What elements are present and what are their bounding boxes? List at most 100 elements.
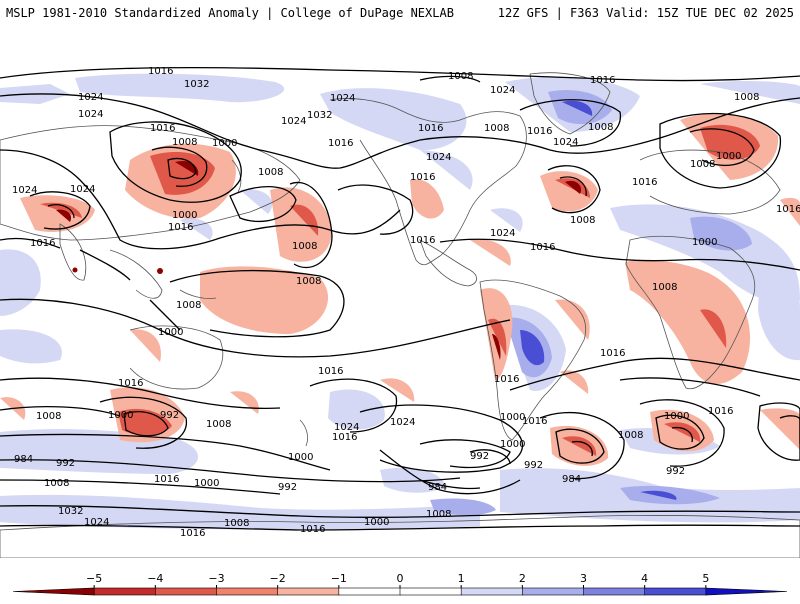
isobar-label: 1008 [734,92,759,103]
isobar-label: 1000 [108,410,133,421]
isobar-label: 1024 [12,185,37,196]
isobar-label: 1016 [154,474,179,485]
colorbar-tick-label: −5 [86,572,102,585]
colorbar-segment [12,587,95,596]
isobar-label: 1016 [530,242,555,253]
isobar-label: 1024 [490,85,515,96]
isobar-label: 1016 [150,123,175,134]
colorbar-tick-label: −1 [331,572,347,585]
isobar-label: 1008 [484,123,509,134]
isobar-label: 1000 [664,411,689,422]
isobar-label: 1000 [212,138,237,149]
colorbar-segment [399,587,462,596]
isobar-label: 1016 [418,123,443,134]
isobar-label: 1024 [490,228,515,239]
isobar-label: 1032 [184,79,209,90]
isobar-label: 1016 [494,374,519,385]
colorbar-tick-label: 0 [397,572,404,585]
colorbar-tick-label: −4 [147,572,163,585]
isobar-label: 1008 [172,137,197,148]
colorbar-tick-label: 5 [702,572,709,585]
colorbar-segment [644,587,707,596]
isobar-label: 1024 [330,93,355,104]
isobar-label: 1008 [652,282,677,293]
colorbar-segment [705,587,788,596]
isobar-label: 1008 [588,122,613,133]
isobar-label: 1024 [84,517,109,528]
isobar-label: 1000 [716,151,741,162]
isobar-label: 1016 [148,66,173,77]
isobar-label: 984 [562,474,581,485]
isobar-label: 1008 [426,509,451,520]
isobar-label: 992 [666,466,685,477]
isobar-label: 1016 [180,528,205,539]
isobar-label: 1024 [426,152,451,163]
isobar-label: 984 [428,482,447,493]
isobar-label: 1032 [307,110,332,121]
isobar-label: 1008 [176,300,201,311]
isobar-label: 1008 [44,478,69,489]
isobar-label: 1016 [30,238,55,249]
colorbar-tick-label: 2 [519,572,526,585]
isobar-label: 1024 [78,109,103,120]
isobar-label: 1024 [78,92,103,103]
isobar-label: 1016 [300,524,325,535]
isobar-label: 1000 [288,452,313,463]
isobar-label: 1024 [70,184,95,195]
isobar-label: 1008 [206,419,231,430]
isobar-label: 1008 [36,411,61,422]
contour-labels: 1016 1032 1024 1024 1016 1008 1000 1024 … [12,66,800,539]
isobar-label: 1008 [296,276,321,287]
colorbar-segment [460,587,524,596]
isobar-label: 1016 [590,75,615,86]
positive-anomaly-shading [0,73,800,530]
isobar-label: 1016 [632,177,657,188]
isobar-label: 1000 [500,412,525,423]
isobar-label: 1024 [553,137,578,148]
isobar-label: 1024 [390,417,415,428]
isobar-label: 1016 [410,172,435,183]
isobar-label: 1016 [168,222,193,233]
isobar-label: 1032 [58,506,83,517]
isobars [0,66,800,531]
colorbar-segment [522,587,585,596]
isobar-label: 1008 [224,518,249,529]
isobar-label: 1000 [172,210,197,221]
isobar-label: 1016 [118,378,143,389]
isobar-label: 1008 [618,430,643,441]
isobar-label: 992 [56,458,75,469]
map-title: MSLP 1981-2010 Standardized Anomaly | Co… [6,6,454,20]
colorbar-segments [12,587,788,596]
isobar-label: 1008 [258,167,283,178]
colorbar-tick-label: −2 [270,572,286,585]
isobar-label: 1000 [500,439,525,450]
isobar-label: 992 [160,410,179,421]
isobar-label: 1000 [364,517,389,528]
isobar-label: 992 [278,482,297,493]
colorbar-segment [93,587,157,596]
isobar-label: 1024 [281,116,306,127]
colorbar-tick-label: 3 [580,572,587,585]
isobar-label: 1000 [194,478,219,489]
isobar-label: 1016 [708,406,733,417]
colorbar-tick-label: 4 [641,572,648,585]
isobar-label: 1008 [690,159,715,170]
isobar-label: 1016 [318,366,343,377]
colorbar-ticks: −5 −4 −3 −2 −1 0 1 2 3 4 5 [86,572,709,588]
colorbar-tick-label: −3 [208,572,224,585]
isobar-label: 1008 [292,241,317,252]
isobar-label: 1008 [448,71,473,82]
colorbar-segment [277,587,340,596]
colorbar-segment [583,587,646,596]
anomaly-map: 1016 1032 1024 1024 1016 1008 1000 1024 … [0,40,800,558]
isobar-label: 1000 [692,237,717,248]
isobar-label: 1000 [158,327,183,338]
isobar-label: 1016 [776,204,800,215]
colorbar-legend: −5 −4 −3 −2 −1 0 1 2 3 4 5 [0,560,800,600]
isobar-label: 984 [14,454,33,465]
colorbar-segment [216,587,279,596]
isobar-label: 1016 [522,416,547,427]
colorbar-segment [155,587,218,596]
isobar-label: 992 [524,460,543,471]
isobar-label: 1016 [410,235,435,246]
